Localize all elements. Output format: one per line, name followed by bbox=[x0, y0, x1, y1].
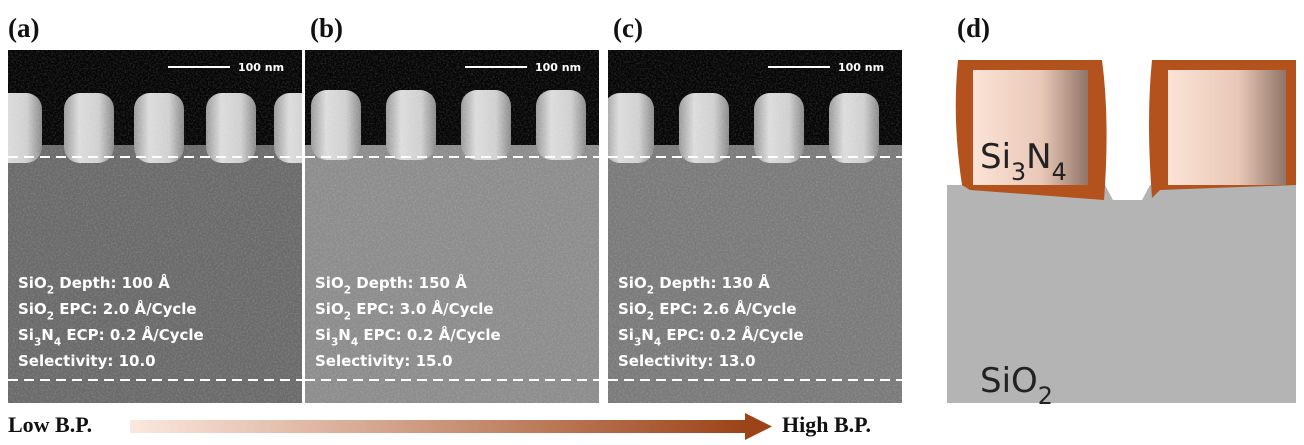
text-segment: Depth: 100 Å bbox=[54, 273, 170, 292]
text-segment: SiO bbox=[18, 274, 47, 292]
text-segment: Selectivity: 10.0 bbox=[18, 352, 156, 370]
panel-label: (b) bbox=[310, 13, 343, 43]
info-line: Si3N4 ECP: 0.2 Å/Cycle bbox=[18, 325, 204, 348]
text-segment: N bbox=[338, 326, 351, 344]
arrow-shaft bbox=[130, 420, 747, 433]
arrow-end: High B.P. bbox=[782, 412, 871, 437]
subscript: 2 bbox=[647, 310, 654, 322]
text-segment: Depth: 150 Å bbox=[351, 273, 467, 292]
subscript: 4 bbox=[351, 336, 358, 348]
text-segment: Si bbox=[618, 326, 634, 344]
info-line: SiO2 Depth: 130 Å bbox=[618, 273, 770, 296]
text-segment: EPC: 2.0 Å/Cycle bbox=[54, 299, 197, 318]
subscript: 3 bbox=[1011, 158, 1026, 186]
subscript: 2 bbox=[1038, 382, 1053, 410]
text-segment: Selectivity: 13.0 bbox=[618, 352, 756, 370]
text-segment: EPC: 3.0 Å/Cycle bbox=[351, 299, 494, 318]
text-segment: SiO bbox=[618, 274, 647, 292]
texture bbox=[305, 50, 599, 403]
sio2-substrate bbox=[947, 185, 1296, 403]
subscript: 2 bbox=[344, 310, 351, 322]
subscript: 4 bbox=[654, 336, 661, 348]
text-segment: N bbox=[41, 326, 54, 344]
info-line: Selectivity: 15.0 bbox=[315, 352, 453, 370]
text-segment: Si bbox=[980, 137, 1011, 177]
arrow-head bbox=[745, 413, 772, 440]
arrow: Low B.P. High B.P. bbox=[8, 412, 871, 440]
subscript: 4 bbox=[54, 336, 61, 348]
schematic: (d) Si3N4 SiO2 bbox=[947, 13, 1296, 410]
info-line: SiO2 Depth: 100 Å bbox=[18, 273, 170, 296]
info-line: Si3N4 EPC: 0.2 Å/Cycle bbox=[618, 325, 804, 348]
trench bbox=[1105, 185, 1150, 200]
text-segment: Selectivity: 15.0 bbox=[315, 352, 453, 370]
nitride-right bbox=[1168, 70, 1286, 185]
panel-label: (d) bbox=[957, 13, 990, 43]
nitride-left bbox=[973, 70, 1088, 185]
scale-label: 100 nm bbox=[535, 61, 581, 74]
subscript: 2 bbox=[647, 284, 654, 296]
info-line: Selectivity: 10.0 bbox=[18, 352, 156, 370]
info-line: Si3N4 EPC: 0.2 Å/Cycle bbox=[315, 325, 501, 348]
text-segment: Depth: 130 Å bbox=[654, 273, 770, 292]
text-segment: Si bbox=[315, 326, 331, 344]
scale-label: 100 nm bbox=[238, 61, 284, 74]
text-segment: Si bbox=[18, 326, 34, 344]
panel-label: (c) bbox=[613, 13, 643, 43]
info-line: SiO2 Depth: 150 Å bbox=[315, 273, 467, 296]
text-segment: SiO bbox=[980, 361, 1038, 401]
text-segment: ECP: 0.2 Å/Cycle bbox=[61, 325, 204, 344]
text-segment: SiO bbox=[315, 300, 344, 318]
text-segment: EPC: 2.6 Å/Cycle bbox=[654, 299, 797, 318]
subscript: 2 bbox=[47, 310, 54, 322]
subscript: 3 bbox=[34, 336, 41, 348]
text-segment: N bbox=[641, 326, 654, 344]
info-line: SiO2 EPC: 2.6 Å/Cycle bbox=[618, 299, 797, 322]
texture bbox=[8, 50, 302, 403]
subscript: 3 bbox=[634, 336, 641, 348]
text-segment: EPC: 0.2 Å/Cycle bbox=[661, 325, 804, 344]
subscript: 2 bbox=[344, 284, 351, 296]
subscript: 3 bbox=[331, 336, 338, 348]
text-segment: EPC: 0.2 Å/Cycle bbox=[358, 325, 501, 344]
material-label: Si3N4 bbox=[980, 137, 1067, 186]
arrow-start: Low B.P. bbox=[8, 412, 92, 437]
subscript: 2 bbox=[47, 284, 54, 296]
info-line: SiO2 EPC: 3.0 Å/Cycle bbox=[315, 299, 494, 322]
texture bbox=[608, 50, 902, 403]
subscript: 4 bbox=[1052, 158, 1067, 186]
scale-label: 100 nm bbox=[838, 61, 884, 74]
text-segment: SiO bbox=[618, 300, 647, 318]
info-line: Selectivity: 13.0 bbox=[618, 352, 756, 370]
panel-label: (a) bbox=[8, 13, 39, 43]
text-segment: N bbox=[1026, 137, 1051, 177]
info-line: SiO2 EPC: 2.0 Å/Cycle bbox=[18, 299, 197, 322]
text-segment: SiO bbox=[315, 274, 344, 292]
text-segment: SiO bbox=[18, 300, 47, 318]
material-label: SiO2 bbox=[980, 361, 1053, 410]
